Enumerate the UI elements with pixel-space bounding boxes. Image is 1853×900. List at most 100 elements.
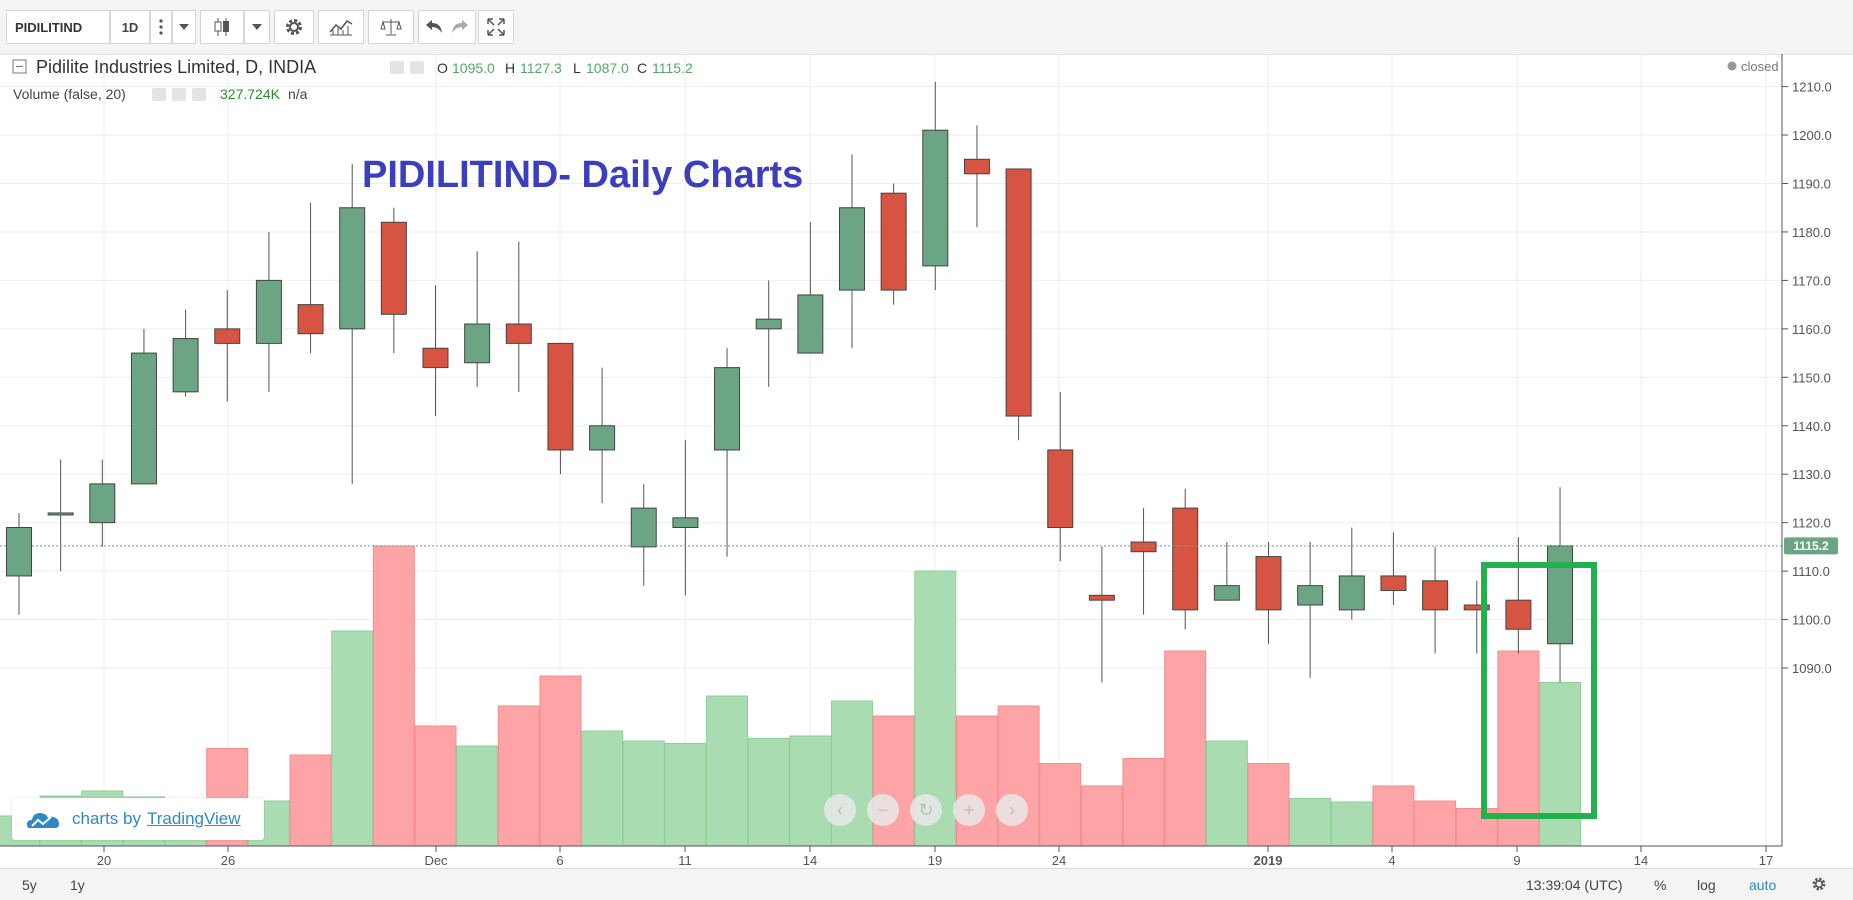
y-tick-label: 1140.0 bbox=[1792, 419, 1831, 434]
zoom-in-button[interactable]: + bbox=[953, 794, 985, 826]
open-value: 1095.0 bbox=[452, 60, 495, 76]
undo-redo-group bbox=[418, 10, 476, 44]
chart-style-button[interactable] bbox=[200, 10, 244, 44]
settings-small-icon[interactable] bbox=[410, 61, 424, 74]
settings-button[interactable] bbox=[274, 10, 314, 44]
eye-icon[interactable] bbox=[390, 61, 404, 74]
y-axis[interactable]: 1090.0 1100.0 1110.0 1120.0 1130.0 1140.0 1150… bbox=[1782, 80, 1832, 676]
candle-body bbox=[214, 328, 241, 344]
redo-icon[interactable] bbox=[450, 19, 470, 35]
auto-scale-button[interactable]: auto bbox=[1749, 877, 1777, 893]
volume-bar bbox=[331, 630, 374, 847]
volume-bar bbox=[1122, 758, 1165, 847]
candle-body bbox=[339, 207, 366, 330]
fullscreen-button[interactable] bbox=[478, 10, 514, 44]
undo-icon[interactable] bbox=[424, 19, 444, 35]
candle-body bbox=[1422, 580, 1449, 611]
volume-bar bbox=[1039, 763, 1082, 847]
volume-bar bbox=[706, 695, 749, 847]
x-tick-label: 9 bbox=[1513, 853, 1520, 868]
candle-body bbox=[255, 279, 282, 344]
candle-body bbox=[1047, 449, 1074, 528]
x-axis[interactable]: 20 26 Dec 6 11 14 19 24 2019 4 9 14 17 bbox=[97, 846, 1773, 868]
scroll-right-button[interactable]: › bbox=[996, 794, 1028, 826]
symbol-search-input[interactable]: PIDILITIND bbox=[6, 10, 110, 44]
close-small-icon-volume[interactable] bbox=[192, 88, 206, 101]
market-status: closed bbox=[1741, 59, 1779, 74]
close-label: C bbox=[637, 60, 647, 76]
bottom-toolbar: 5y 1y 13:39:04 (UTC) % log auto bbox=[0, 868, 1853, 900]
more-intervals-button[interactable] bbox=[150, 10, 172, 44]
zoom-out-button[interactable]: − bbox=[867, 794, 899, 826]
minus-icon: − bbox=[877, 799, 889, 820]
percent-scale-button[interactable]: % bbox=[1654, 877, 1667, 893]
tradingview-badge[interactable]: charts by TradingView bbox=[12, 798, 264, 840]
reset-icon: ↻ bbox=[918, 799, 934, 820]
volume-bar bbox=[372, 545, 415, 847]
y-tick-label: 1100.0 bbox=[1792, 613, 1831, 628]
y-tick-label: 1110.0 bbox=[1792, 564, 1830, 579]
interval-dropdown-button[interactable] bbox=[172, 10, 196, 44]
candle-body bbox=[630, 507, 657, 548]
y-tick-label: 1210.0 bbox=[1792, 80, 1832, 95]
svg-text:1115.2: 1115.2 bbox=[1793, 539, 1829, 553]
chevron-right-icon: › bbox=[1009, 799, 1015, 820]
candle-body bbox=[130, 352, 157, 485]
dropdown-icon bbox=[179, 24, 189, 30]
candle-body bbox=[1005, 168, 1032, 417]
indicators-icon bbox=[329, 20, 353, 36]
candle-body bbox=[880, 192, 907, 291]
top-toolbar: PIDILITIND 1D bbox=[0, 0, 1853, 55]
legend-title: Pidilite Industries Limited, D, INDIA bbox=[36, 57, 316, 77]
log-scale-button[interactable]: log bbox=[1697, 877, 1716, 893]
candle-body bbox=[89, 483, 116, 524]
gear-icon[interactable] bbox=[1811, 876, 1827, 892]
volume-bar bbox=[1539, 682, 1582, 847]
x-tick-label: 6 bbox=[556, 853, 563, 868]
volume-bar bbox=[1372, 785, 1415, 847]
eye-icon-volume[interactable] bbox=[152, 88, 166, 101]
candle-body bbox=[380, 221, 407, 315]
x-tick-label: 19 bbox=[928, 853, 942, 868]
candle-body bbox=[1297, 585, 1324, 606]
candle-body bbox=[963, 158, 990, 175]
reset-button[interactable]: ↻ bbox=[910, 794, 942, 826]
plus-icon: + bbox=[963, 799, 975, 820]
candle-body bbox=[1463, 604, 1490, 611]
candle-body bbox=[1255, 556, 1282, 611]
low-label: L bbox=[573, 60, 581, 76]
interval-button[interactable]: 1D bbox=[110, 10, 150, 44]
settings-small-icon-volume[interactable] bbox=[172, 88, 186, 101]
candle-body bbox=[1380, 575, 1407, 591]
candle-body bbox=[1130, 541, 1157, 553]
range-1y-button[interactable]: 1y bbox=[70, 877, 85, 893]
y-tick-label: 1120.0 bbox=[1792, 516, 1831, 531]
candle-body bbox=[839, 207, 865, 291]
candle-body bbox=[672, 517, 699, 528]
legend: Pidilite Industries Limited, D, INDIA O … bbox=[12, 57, 1779, 102]
y-tick-label: 1150.0 bbox=[1792, 370, 1831, 385]
x-tick-label: 11 bbox=[678, 853, 692, 868]
high-label: H bbox=[505, 60, 515, 76]
y-tick-label: 1190.0 bbox=[1792, 177, 1831, 192]
chart-area[interactable]: 1090.0 1100.0 1110.0 1120.0 1130.0 1140.0 1150… bbox=[0, 54, 1853, 868]
market-status-dot bbox=[1727, 61, 1737, 71]
compare-icon bbox=[380, 19, 402, 36]
fullscreen-icon bbox=[487, 18, 505, 36]
volume-bar bbox=[1164, 650, 1207, 847]
volume-bar bbox=[1205, 740, 1248, 847]
chart-style-dropdown-button[interactable] bbox=[244, 10, 270, 44]
compare-button[interactable] bbox=[368, 10, 414, 44]
volume-bar bbox=[456, 745, 499, 847]
branding-link[interactable]: TradingView bbox=[146, 809, 241, 828]
volume-legend-label: Volume (false, 20) bbox=[13, 86, 126, 102]
volume-bar bbox=[872, 715, 915, 847]
range-5y-button[interactable]: 5y bbox=[22, 877, 37, 893]
candle-body bbox=[1213, 585, 1240, 601]
indicators-button[interactable] bbox=[318, 10, 364, 44]
scroll-left-button[interactable]: ‹ bbox=[824, 794, 856, 826]
x-tick-label: 20 bbox=[97, 853, 111, 868]
candle-body bbox=[589, 425, 616, 451]
candle-body bbox=[47, 512, 74, 516]
volume-bar bbox=[955, 715, 998, 847]
